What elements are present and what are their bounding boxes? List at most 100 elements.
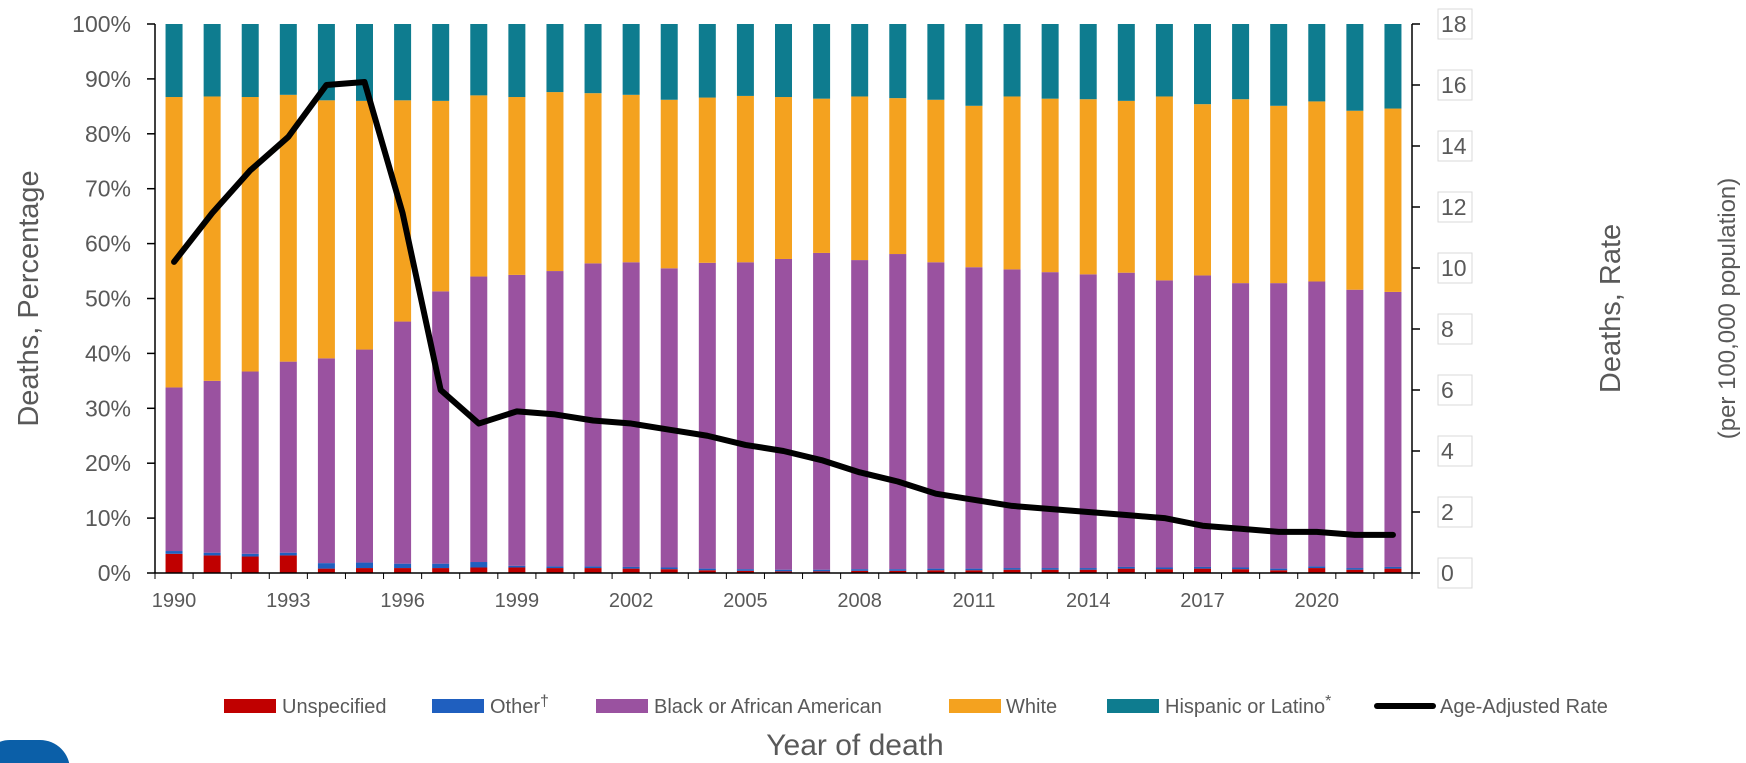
legend-swatch-black-or-african-american [596,699,648,713]
bar-segment-unspecified-2004 [698,570,716,573]
bar-segment-white-1991 [203,96,221,381]
legend-label-unspecified: Unspecified [282,696,387,718]
bar-segment-black-or-african-american-2001 [584,263,602,567]
x-tick-label: 2008 [837,590,882,612]
bar-segment-unspecified-1992 [241,556,259,573]
bar-segment-white-2020 [1308,101,1326,282]
bar-segment-unspecified-2022 [1384,568,1402,573]
bar-segment-unspecified-2011 [965,570,983,573]
bar-segment-white-2014 [1079,99,1097,275]
bar-segment-black-or-african-american-2003 [660,268,678,568]
bar-segment-other-1996 [394,563,412,569]
age-adjusted-rate-point-1991 [211,212,213,214]
age-adjusted-rate-point-2003 [668,429,670,431]
bar-segment-black-or-african-american-2013 [1041,272,1059,569]
bar-segment-black-or-african-american-2005 [736,262,754,570]
bar-segment-other-2018 [1232,567,1250,570]
bar-segment-black-or-african-american-2006 [775,258,792,570]
bar-segment-black-or-african-american-2020 [1308,281,1326,567]
bar-segment-white-1993 [279,94,297,362]
bar-segment-white-2017 [1194,104,1211,276]
bar-segment-unspecified-2015 [1117,568,1135,573]
bar-segment-hispanic-or-latino-2022 [1384,24,1402,109]
bar-segment-black-or-african-american-1994 [317,358,335,564]
y-tick-label: 30% [85,395,131,421]
x-tick-label: 2020 [1295,590,1340,612]
y-tick-label: 80% [85,121,131,147]
age-adjusted-rate-point-2020 [1316,531,1318,533]
bar-segment-white-2013 [1041,98,1059,273]
bar-segment-black-or-african-american-2007 [813,252,831,570]
bar-segment-hispanic-or-latino-1999 [508,24,526,98]
bar-segment-other-2012 [1003,568,1021,570]
y2-tick-box [1437,374,1473,406]
x-axis-title: Year of death [766,729,943,762]
bar-segment-white-2001 [584,93,602,264]
bar-segment-white-2011 [965,105,983,268]
bar-segment-white-2016 [1155,96,1173,281]
bar-segment-unspecified-1991 [203,555,221,573]
age-adjusted-rate-point-2012 [1011,505,1013,507]
age-adjusted-rate-point-1997 [440,389,442,391]
bar-segment-black-or-african-american-1990 [165,387,183,552]
bar-segment-other-1998 [470,562,488,568]
bar-segment-white-2002 [622,94,640,263]
y2-tick-label: 10 [1441,255,1467,281]
bar-segment-other-2014 [1079,568,1097,570]
age-adjusted-rate-point-2019 [1278,531,1280,533]
bar-segment-other-2016 [1155,567,1173,570]
legend-label-age-adjusted-rate: Age-Adjusted Rate [1440,696,1608,718]
bar-segment-other-2004 [698,568,716,571]
bar-segment-hispanic-or-latino-2018 [1232,24,1250,100]
y2-tick-box [1437,191,1473,223]
bar-segment-unspecified-1999 [508,567,526,573]
bar-segment-other-2007 [813,569,831,572]
bar-segment-white-2010 [927,99,945,263]
bar-segment-hispanic-or-latino-2011 [965,24,983,106]
age-adjusted-rate-point-2009 [897,481,899,482]
bar-segment-black-or-african-american-2012 [1003,269,1021,569]
y2-tick-box [1437,130,1473,162]
bar-segment-black-or-african-american-2009 [889,254,907,570]
y2-tick-label: 2 [1441,499,1454,525]
bar-segment-black-or-african-american-2015 [1117,272,1135,567]
bar-segment-black-or-african-american-1998 [470,276,488,563]
age-adjusted-rate-point-1990 [173,261,175,263]
y-tick-label: 10% [85,505,131,531]
bar-segment-white-1997 [432,100,450,292]
bar-segment-white-2005 [736,95,754,263]
bar-segment-other-1999 [508,565,526,568]
bar-segment-unspecified-1990 [165,553,183,573]
y-tick-label: 70% [85,176,131,202]
bar-segment-hispanic-or-latino-2013 [1041,24,1059,99]
bar-segment-hispanic-or-latino-2009 [889,24,907,99]
bar-segment-unspecified-1994 [317,568,335,573]
bar-segment-hispanic-or-latino-1990 [165,24,183,98]
bar-segment-black-or-african-american-1995 [356,349,373,563]
y2-tick-label: 14 [1441,133,1467,159]
bar-segment-unspecified-1995 [356,568,373,573]
bar-segment-other-2022 [1384,566,1402,569]
bar-segment-unspecified-2013 [1041,569,1059,573]
bar-segment-other-2017 [1194,566,1211,569]
y2-tick-label: 18 [1441,11,1467,37]
bar-segment-hispanic-or-latino-2014 [1079,24,1097,100]
bar-segment-white-1999 [508,97,526,275]
bar-segment-white-2019 [1270,105,1288,284]
y2-axis-subtitle: (per 100,000 population) [1714,178,1741,440]
bar-segment-unspecified-1997 [432,568,450,573]
bar-segment-other-2002 [622,566,640,569]
y2-tick-label: 6 [1441,377,1454,403]
legend-label-hispanic-or-latino: Hispanic or Latino* [1165,693,1331,718]
x-tick-label: 2017 [1180,590,1225,612]
bar-segment-black-or-african-american-1991 [203,380,221,553]
bar-segment-white-2006 [775,97,792,259]
bar-segment-unspecified-2000 [546,568,564,573]
y-tick-label: 50% [85,286,131,312]
bar-segment-unspecified-2006 [775,571,792,573]
bar-segment-black-or-african-american-2014 [1079,274,1097,569]
bar-segment-black-or-african-american-2017 [1194,275,1211,567]
legend-swatch-unspecified [224,699,276,713]
bar-segment-hispanic-or-latino-2003 [660,24,678,100]
